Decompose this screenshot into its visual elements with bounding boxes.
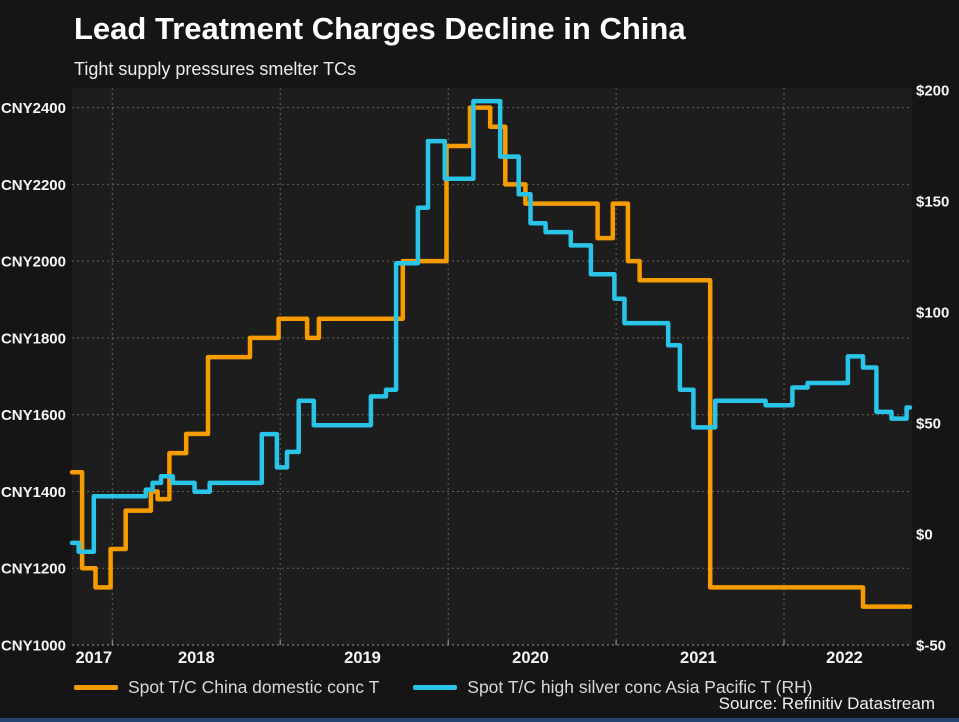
x-axis-label: 2020	[512, 649, 549, 667]
left-axis-label: CNY2000	[1, 254, 66, 271]
right-axis-label: $150	[916, 194, 949, 211]
x-axis-label: 2019	[344, 649, 381, 667]
left-axis-label: CNY1400	[1, 484, 66, 501]
legend-item-high-silver: Spot T/C high silver conc Asia Pacific T…	[413, 677, 813, 698]
left-axis-label: CNY1200	[1, 561, 66, 578]
x-axis-label: 2022	[826, 649, 863, 667]
left-axis-label: CNY1000	[1, 638, 66, 655]
left-axis-label: CNY1800	[1, 330, 66, 347]
legend-swatch-domestic	[74, 685, 118, 690]
left-axis-label: CNY1600	[1, 407, 66, 424]
right-axis-label: $200	[916, 83, 949, 100]
legend-item-domestic: Spot T/C China domestic conc T	[74, 677, 379, 698]
right-axis-label: $0	[916, 527, 933, 544]
right-axis-label: $100	[916, 305, 949, 322]
right-axis-label: $-50	[916, 638, 946, 655]
legend-label-high-silver: Spot T/C high silver conc Asia Pacific T…	[467, 677, 813, 697]
x-axis-label: 2018	[178, 649, 215, 667]
legend-label-domestic: Spot T/C China domestic conc T	[128, 677, 380, 697]
x-axis-label: 2021	[680, 649, 717, 667]
series-line-domestic	[69, 105, 913, 609]
left-axis-label: CNY2400	[1, 100, 66, 117]
page-title: Lead Treatment Charges Decline in China	[74, 11, 686, 46]
series-line-high-silver	[69, 98, 913, 555]
bottom-accent-bar	[0, 718, 959, 722]
x-axis-label: 2017	[75, 649, 112, 667]
left-axis-label: CNY2200	[1, 177, 66, 194]
page-subtitle: Tight supply pressures smelter TCs	[74, 59, 357, 79]
chart-legend: Spot T/C China domestic conc T Spot T/C …	[74, 677, 813, 698]
source-attribution: Source: Refinitiv Datastream	[718, 694, 935, 713]
plot-background	[72, 88, 912, 645]
legend-swatch-high-silver	[413, 685, 458, 690]
right-axis-label: $50	[916, 416, 941, 433]
